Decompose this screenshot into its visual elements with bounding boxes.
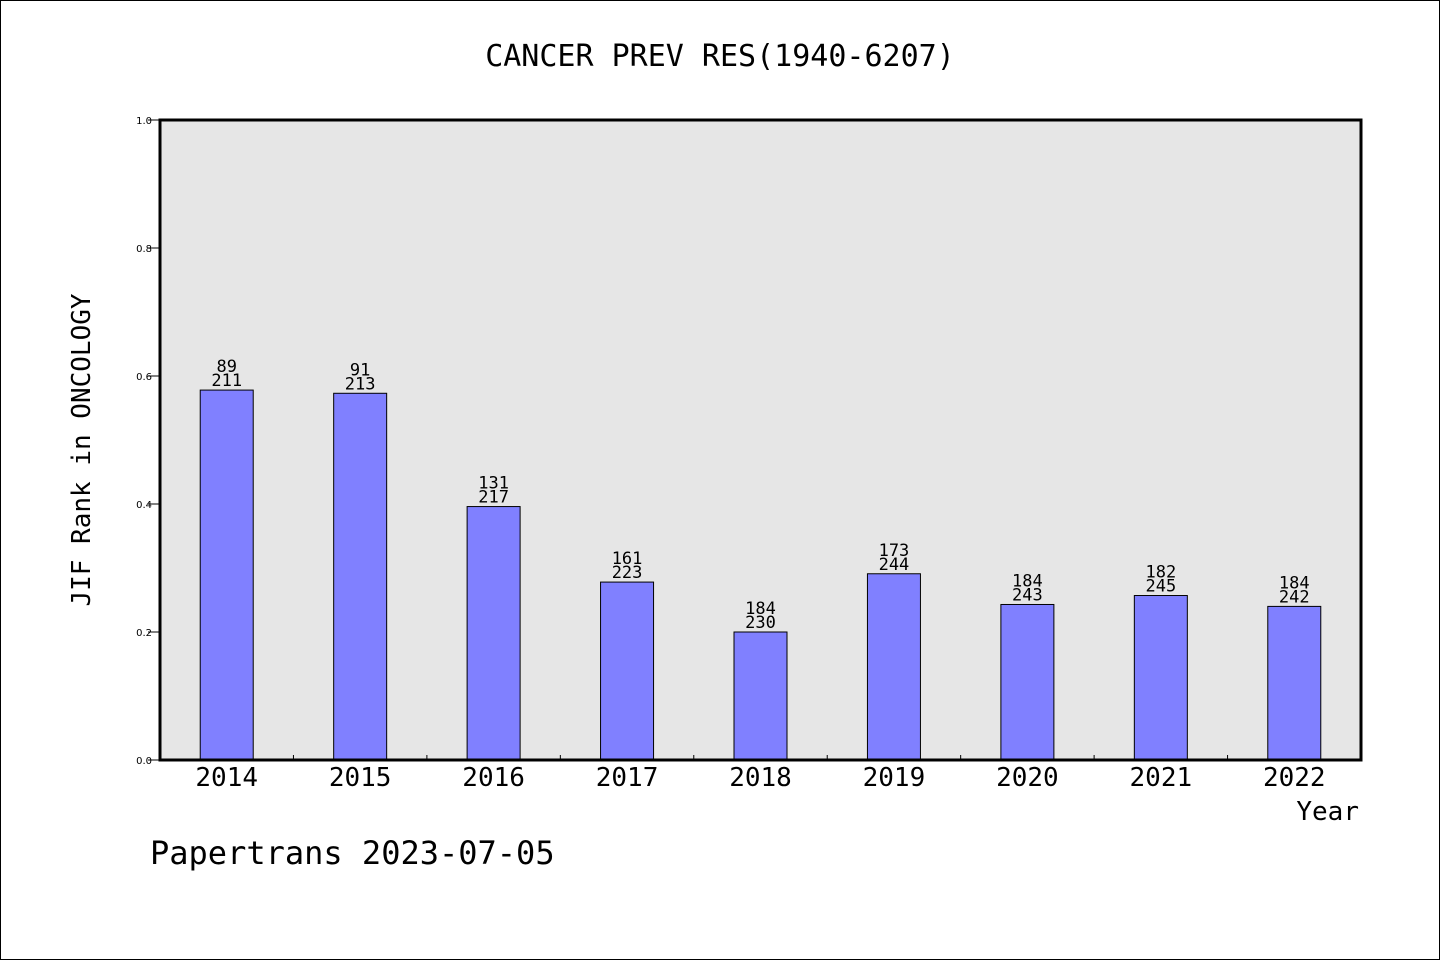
bar-total-label: 245 xyxy=(1145,577,1176,597)
footer-credit: Papertrans 2023-07-05 xyxy=(150,834,555,872)
x-axis-label: Year xyxy=(1296,797,1359,827)
x-tick-label: 2020 xyxy=(996,763,1059,793)
bar-2019 xyxy=(866,573,921,761)
bar-2021 xyxy=(1133,595,1188,761)
plot-border xyxy=(158,118,1363,762)
bar-total-label: 230 xyxy=(745,613,776,633)
bar-rank-label: 184 xyxy=(745,599,776,619)
y-tick-label: 0.8 xyxy=(136,244,152,255)
bar-rank-label: 184 xyxy=(1279,573,1310,593)
bar-total-label: 223 xyxy=(612,563,643,583)
bar-total-label: 217 xyxy=(478,488,509,508)
bar-rank-label: 161 xyxy=(612,549,643,569)
y-axis-ticks: 0.0 0.2 0.4 0.6 0.8 1.0 xyxy=(136,116,160,767)
bar-2015 xyxy=(333,392,388,761)
y-tick-label: 0.2 xyxy=(136,628,152,639)
bar-total-label: 244 xyxy=(879,555,910,575)
y-tick-label: 0.0 xyxy=(136,756,152,767)
bar-2020 xyxy=(1000,603,1055,761)
bar-rank-label: 131 xyxy=(478,474,509,494)
chart-title: CANCER PREV RES(1940-6207) xyxy=(485,39,955,74)
x-tick-label: 2017 xyxy=(596,763,659,793)
y-axis-label: JIF Rank in ONCOLOGY xyxy=(67,293,97,606)
y-tick-label: 0.4 xyxy=(136,500,152,511)
bar-2022 xyxy=(1267,605,1322,761)
x-tick-label: 2016 xyxy=(462,763,525,793)
bar-rank-label: 89 xyxy=(216,357,236,377)
bar-rank-label: 91 xyxy=(350,360,370,380)
bar-rank-label: 184 xyxy=(1012,571,1043,591)
x-tick-label: 2021 xyxy=(1130,763,1193,793)
x-tick-label: 2014 xyxy=(195,763,258,793)
bar-total-label: 211 xyxy=(211,371,242,391)
x-axis-ticks: 2014 2015 2016 2017 2018 2019 2020 2021 2022 xyxy=(195,755,1326,793)
bar-total-label: 242 xyxy=(1279,587,1310,607)
x-tick-label: 2015 xyxy=(329,763,392,793)
bar-rank-label: 173 xyxy=(879,541,910,561)
bar-rank-label: 182 xyxy=(1145,563,1176,583)
bar-total-label: 243 xyxy=(1012,585,1043,605)
x-tick-label: 2018 xyxy=(729,763,792,793)
x-tick-label: 2019 xyxy=(863,763,926,793)
bar-2014 xyxy=(199,389,254,761)
bar-labels-group: 8921191213131217161223184230173244184243… xyxy=(211,357,1309,633)
bar-total-label: 213 xyxy=(345,374,376,394)
bars-group xyxy=(199,389,1322,761)
x-tick-label: 2022 xyxy=(1263,763,1326,793)
bar-2016 xyxy=(466,506,521,761)
bar-2018 xyxy=(733,631,788,761)
y-tick-label: 1.0 xyxy=(136,116,152,127)
bar-2017 xyxy=(600,581,655,761)
y-tick-label: 0.6 xyxy=(136,372,152,383)
